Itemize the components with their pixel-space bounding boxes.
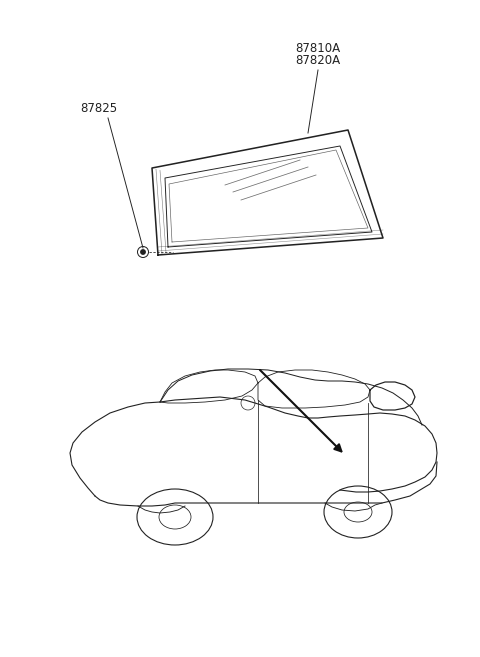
Text: 87810A: 87810A: [295, 41, 340, 55]
Circle shape: [141, 250, 145, 254]
Text: 87825: 87825: [80, 101, 117, 114]
Text: 87820A: 87820A: [295, 53, 340, 66]
